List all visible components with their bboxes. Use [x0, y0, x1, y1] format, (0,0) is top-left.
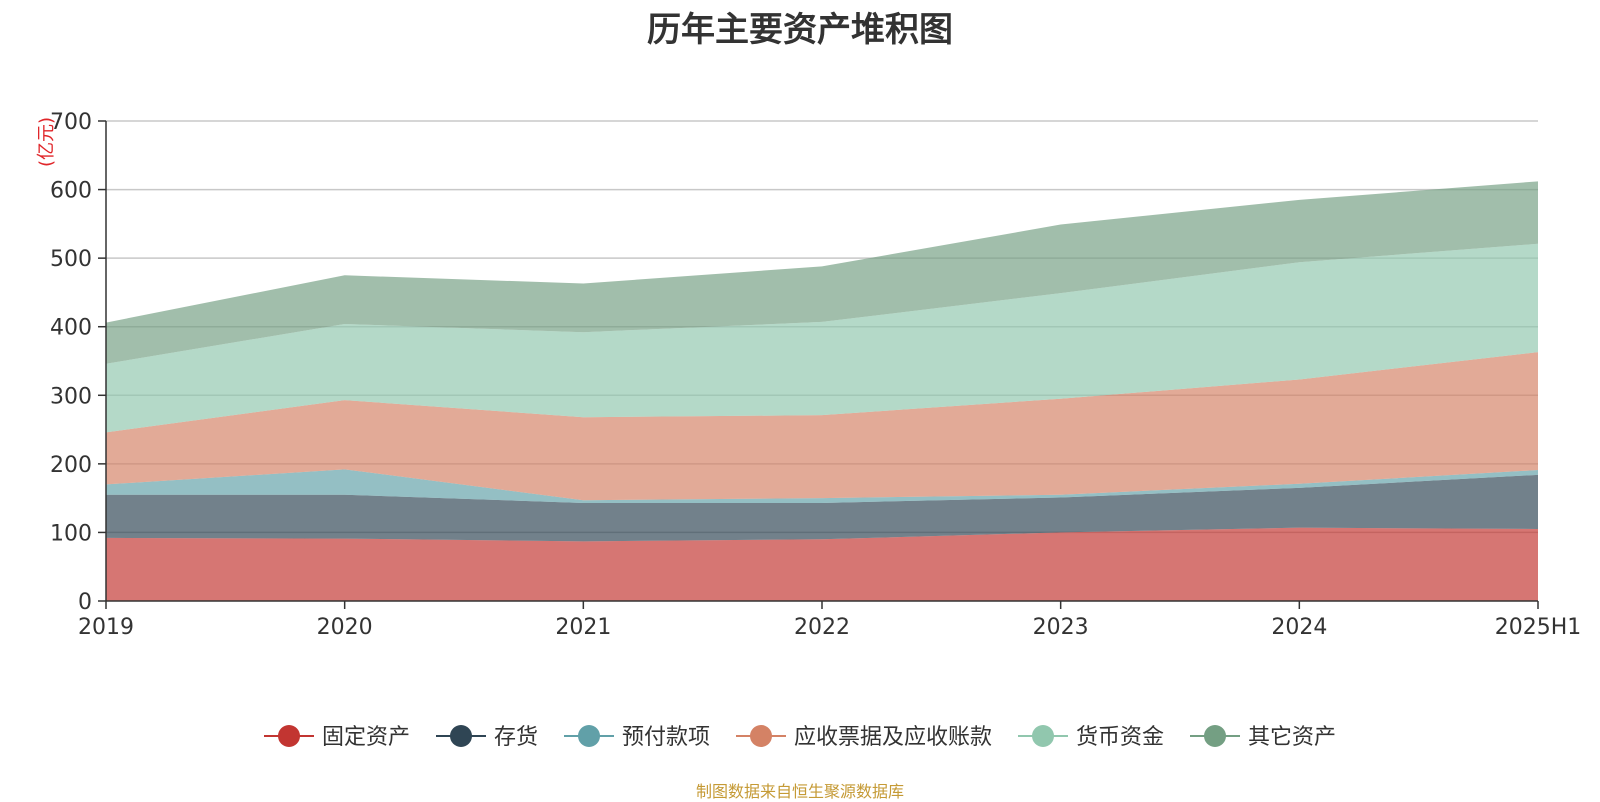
x-tick-label-7: 2025H1 [1495, 615, 1582, 640]
y-tick-label-600: 600 [50, 179, 92, 204]
legend-item-4[interactable]: 应收票据及应收账款 [736, 725, 992, 750]
x-axis-ticks: 2019 2020 2021 2022 2023 2024 2025H1 [78, 601, 1581, 640]
y-tick-label-300: 300 [50, 384, 92, 409]
y-tick-label-500: 500 [50, 247, 92, 272]
chart-title: 历年主要资产堆积图 [647, 10, 953, 50]
x-tick-label-3: 2021 [555, 615, 611, 640]
area-series-5 [106, 243, 1538, 433]
legend-marker-3 [578, 725, 600, 747]
area-series-6 [106, 181, 1538, 364]
y-tick-label-400: 400 [50, 316, 92, 341]
y-axis-ticks: 0 100 200 300 400 500 600 700 [50, 110, 106, 615]
legend-label-3: 预付款项 [622, 725, 710, 750]
y-tick-label-700: 700 [50, 110, 92, 135]
legend[interactable]: 固定资产 存货 预付款项 应收票据及应收账款 货币资金 其它资产 [264, 725, 1336, 750]
y-tick-label-100: 100 [50, 521, 92, 546]
legend-label-4: 应收票据及应收账款 [794, 725, 992, 750]
x-tick-label-2: 2020 [317, 615, 373, 640]
area-series-2 [106, 474, 1538, 542]
legend-item-6[interactable]: 其它资产 [1190, 725, 1336, 750]
x-tick-label-5: 2023 [1033, 615, 1089, 640]
legend-marker-2 [450, 725, 472, 747]
data-source-note: 制图数据来自恒生聚源数据库 [695, 782, 904, 801]
y-tick-label-0: 0 [78, 590, 92, 615]
y-tick-label-200: 200 [50, 453, 92, 478]
legend-marker-1 [278, 725, 300, 747]
x-tick-label-6: 2024 [1271, 615, 1327, 640]
area-series-1 [106, 527, 1538, 601]
legend-label-1: 固定资产 [322, 725, 410, 750]
legend-label-2: 存货 [494, 725, 538, 750]
x-tick-label-4: 2022 [794, 615, 850, 640]
legend-item-2[interactable]: 存货 [436, 725, 538, 750]
legend-label-5: 货币资金 [1076, 725, 1164, 750]
legend-label-6: 其它资产 [1248, 725, 1336, 750]
legend-item-5[interactable]: 货币资金 [1018, 725, 1164, 750]
y-axis-unit-label: (亿元) [36, 117, 57, 167]
legend-item-3[interactable]: 预付款项 [564, 725, 710, 750]
area-series [106, 181, 1538, 601]
legend-marker-5 [1032, 725, 1054, 747]
legend-marker-6 [1204, 725, 1226, 747]
area-series-3 [106, 469, 1538, 503]
x-tick-label-1: 2019 [78, 615, 134, 640]
legend-item-1[interactable]: 固定资产 [264, 725, 410, 750]
legend-marker-4 [750, 725, 772, 747]
